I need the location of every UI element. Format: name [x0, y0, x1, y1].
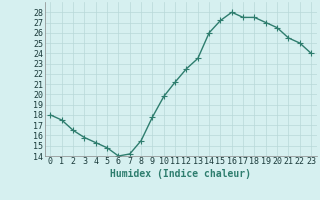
- X-axis label: Humidex (Indice chaleur): Humidex (Indice chaleur): [110, 169, 251, 179]
